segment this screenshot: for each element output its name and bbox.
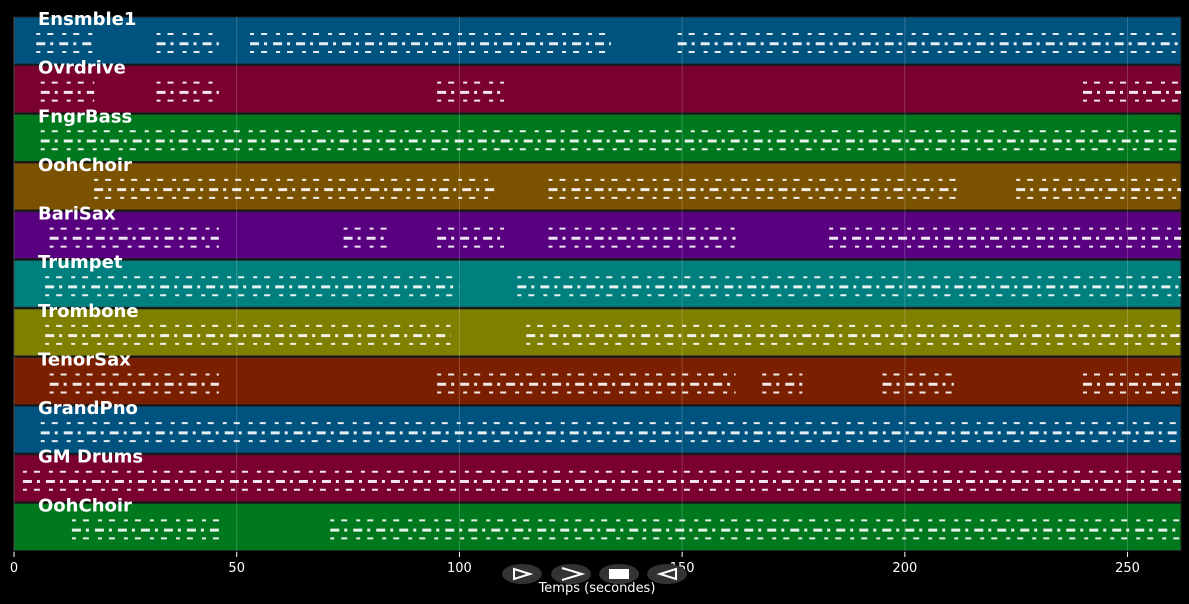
x-axis-label: Temps (secondes): [538, 581, 656, 596]
track-name: BariSax: [38, 204, 116, 225]
x-tick-label: 0: [10, 561, 18, 576]
x-tick-label: 200: [892, 561, 917, 576]
track-lane: [13, 356, 1182, 406]
track-lane: [13, 65, 1182, 114]
x-tick-label: 100: [447, 561, 472, 576]
track-name: OohChoir: [38, 155, 132, 176]
back-button[interactable]: [647, 564, 687, 584]
x-tick-label: 250: [1115, 561, 1140, 576]
forward-button[interactable]: [551, 564, 591, 584]
track-name: OohChoir: [38, 495, 132, 516]
track-name: TenorSax: [38, 349, 131, 370]
track-lane: [13, 405, 1182, 454]
track-name: GM Drums: [38, 447, 143, 468]
track-name: GrandPno: [38, 398, 138, 419]
track-name: Trombone: [38, 301, 139, 322]
play-button[interactable]: [502, 564, 542, 584]
track-lane: [13, 16, 1182, 65]
track-lane: [13, 502, 1182, 552]
track-lane: [13, 259, 1182, 308]
stop-button[interactable]: [599, 564, 639, 584]
track-name: Ovrdrive: [38, 58, 126, 79]
track-lane: [13, 162, 1182, 211]
track-name: FngrBass: [38, 106, 132, 127]
track-name: Trumpet: [38, 252, 123, 273]
track-lane: [13, 454, 1182, 503]
track-lane: [13, 308, 1182, 357]
track-name: Ensmble1: [38, 9, 136, 30]
x-tick-label: 50: [228, 561, 245, 576]
playback-controls: [502, 564, 687, 584]
track-lane: [13, 113, 1182, 162]
track-lane: [13, 211, 1182, 260]
